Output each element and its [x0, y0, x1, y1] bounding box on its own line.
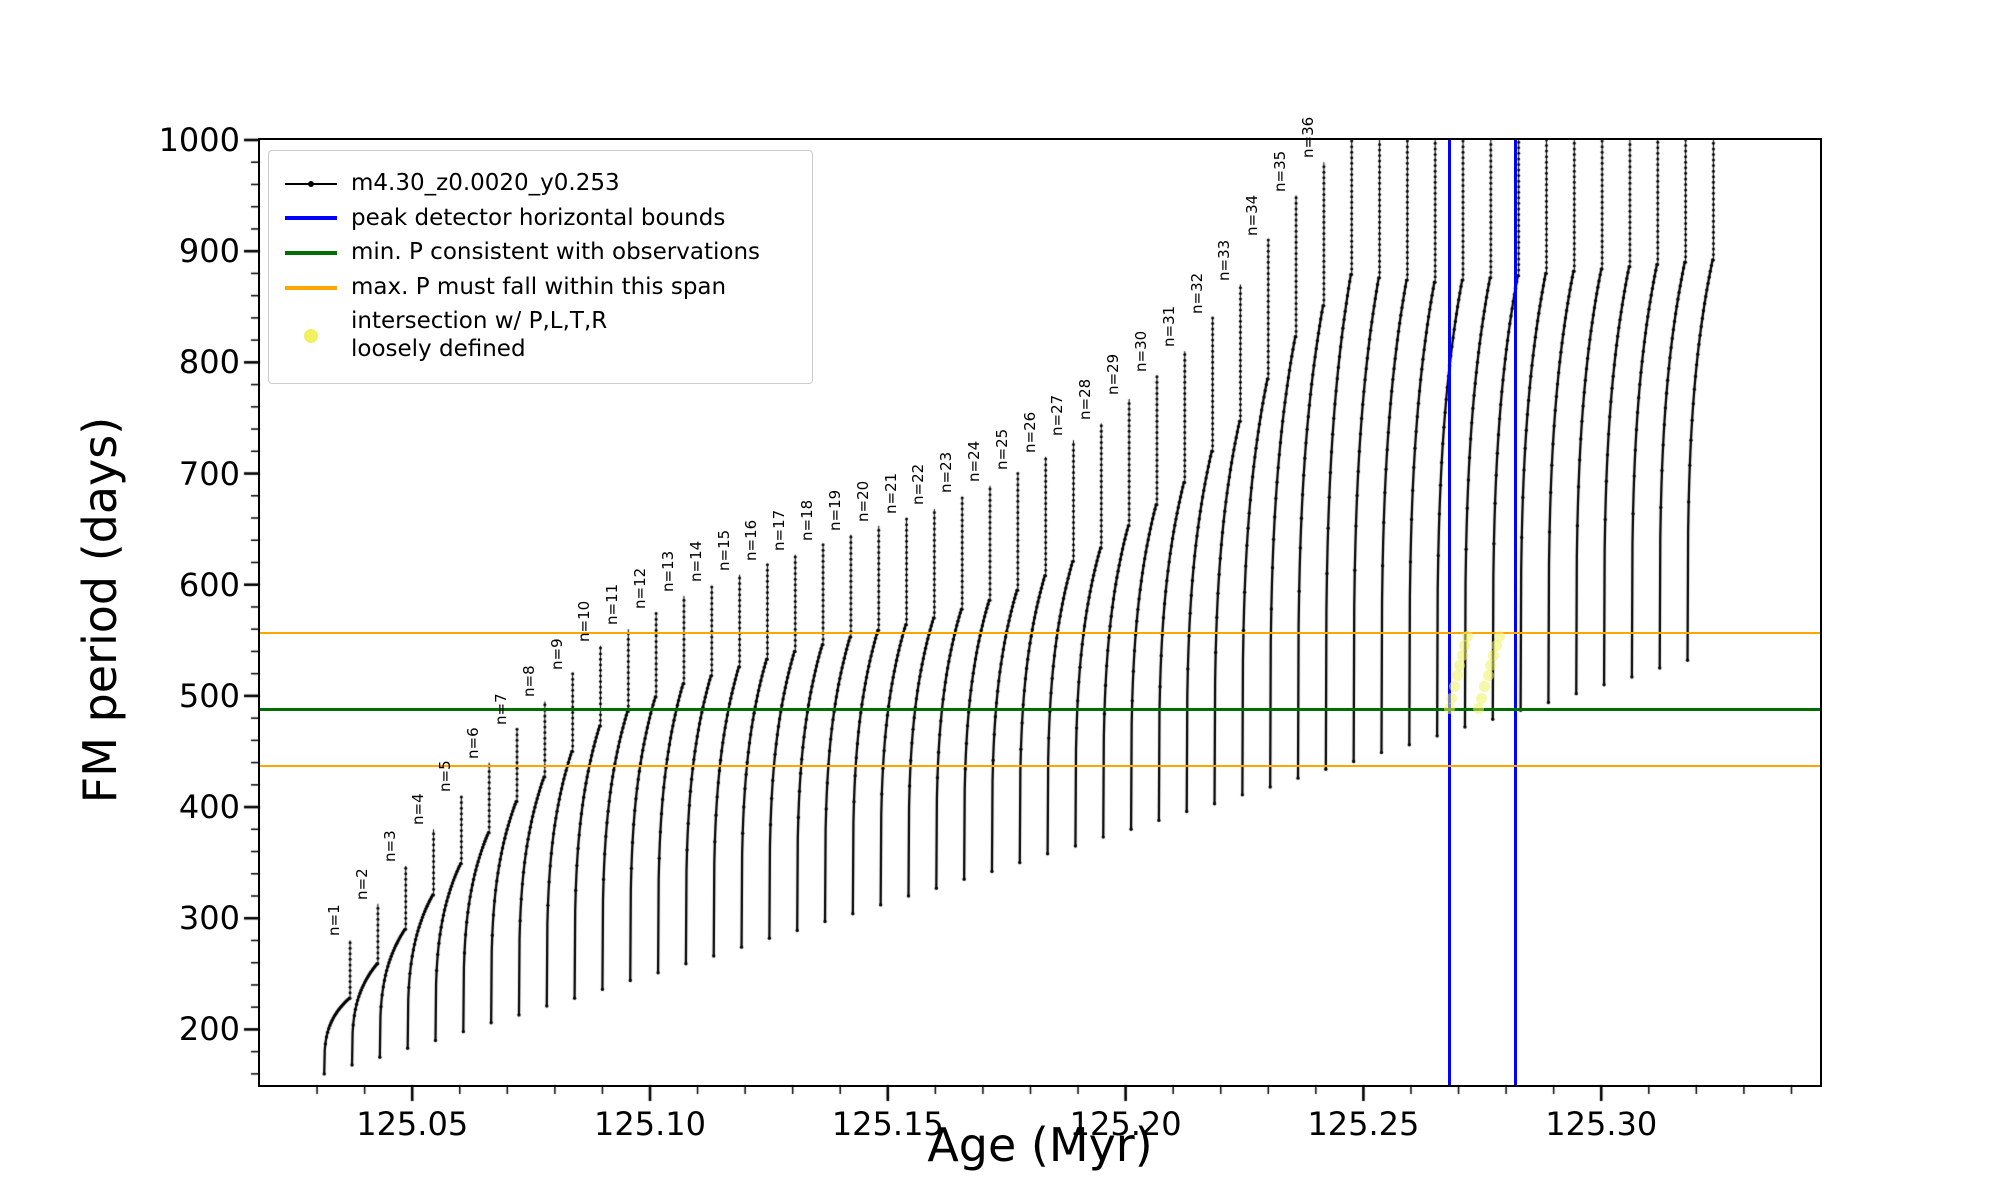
n-label-13: n=13: [658, 550, 677, 592]
n-label-22: n=22: [909, 463, 928, 506]
intersection-point: [1449, 681, 1461, 693]
green-line-swatch: [285, 240, 337, 266]
intersection-point: [1461, 631, 1473, 643]
n-label-33: n=33: [1215, 239, 1234, 281]
intersection-point: [1475, 692, 1487, 704]
x-tick-label: 125.25: [1307, 1105, 1420, 1143]
y-tick-label: 200: [178, 1010, 240, 1049]
intersection-point: [1459, 640, 1471, 652]
legend-label: intersection w/ P,L,T,R loosely defined: [351, 308, 608, 362]
intersection-point: [1452, 670, 1464, 682]
n-label-10: n=10: [575, 600, 594, 642]
intersection-point: [1488, 650, 1500, 662]
y-tick-label: 400: [178, 788, 240, 827]
x-tick-label: 125.20: [1069, 1105, 1182, 1143]
y-tick-label: 300: [178, 899, 240, 938]
n-label-24: n=24: [965, 440, 984, 482]
n-label-2: n=2: [352, 868, 371, 900]
y-tick-label: 600: [178, 565, 240, 604]
y-axis-title: FM period (days): [73, 416, 127, 804]
min-period-line: [260, 707, 1820, 711]
n-label-7: n=7: [492, 693, 511, 726]
legend-entry-peak-bounds: peak detector horizontal bounds: [285, 205, 796, 233]
n-label-11: n=11: [603, 584, 622, 626]
legend-label: min. P consistent with observations: [351, 239, 761, 266]
max-period-lower-line: [260, 764, 1820, 767]
n-label-6: n=6: [464, 726, 483, 759]
blue-line-swatch: [285, 205, 337, 231]
n-label-19: n=19: [825, 489, 844, 531]
n-label-30: n=30: [1131, 330, 1150, 372]
n-label-34: n=34: [1243, 194, 1262, 237]
n-label-18: n=18: [798, 499, 817, 541]
n-label-35: n=35: [1271, 150, 1290, 192]
n-label-25: n=25: [992, 428, 1011, 470]
n-label-20: n=20: [853, 480, 872, 522]
legend-label: m4.30_z0.0020_y0.253: [351, 170, 620, 196]
legend: m4.30_z0.0020_y0.253 peak detector horiz…: [268, 150, 813, 384]
n-label-16: n=16: [742, 519, 761, 561]
n-label-12: n=12: [631, 567, 650, 609]
x-tick-label: 125.05: [356, 1105, 469, 1143]
legend-entry-min-period: min. P consistent with observations: [285, 239, 796, 267]
orange-line-swatch: [285, 275, 337, 301]
intersection-point: [1472, 702, 1484, 714]
y-tick-label: 1000: [158, 121, 240, 159]
peak-bound-line-left: [1447, 140, 1451, 1085]
legend-entry-max-period: max. P must fall within this span: [285, 274, 796, 302]
y-tick-label: 500: [178, 676, 240, 715]
peak-bound-line-right: [1514, 140, 1518, 1085]
n-label-8: n=8: [519, 665, 538, 698]
intersection-point: [1493, 631, 1505, 643]
y-tick-label: 800: [178, 343, 240, 382]
n-label-23: n=23: [937, 451, 956, 493]
legend-entry-series: m4.30_z0.0020_y0.253: [285, 170, 796, 198]
n-label-5: n=5: [436, 760, 455, 792]
max-period-upper-line: [260, 631, 1820, 634]
n-label-1: n=1: [325, 904, 344, 937]
x-tick-label: 125.15: [831, 1105, 944, 1143]
y-tick-label: 900: [178, 232, 240, 271]
n-label-9: n=9: [547, 638, 566, 670]
intersection-point: [1485, 660, 1497, 672]
n-label-29: n=29: [1104, 353, 1123, 396]
series-line-swatch: [285, 171, 337, 197]
legend-label: max. P must fall within this span: [351, 273, 727, 300]
legend-label: peak detector horizontal bounds: [351, 204, 726, 231]
legend-entry-intersection: intersection w/ P,L,T,R loosely defined: [285, 308, 796, 363]
yellow-dot-swatch: [285, 323, 337, 349]
n-label-32: n=32: [1187, 272, 1206, 314]
intersection-point: [1446, 692, 1458, 704]
n-label-4: n=4: [408, 793, 427, 826]
intersection-point: [1491, 640, 1503, 652]
n-label-15: n=15: [714, 529, 733, 571]
n-label-26: n=26: [1020, 411, 1039, 453]
intersection-point: [1482, 670, 1494, 682]
y-tick-label: 700: [178, 454, 240, 493]
n-label-31: n=31: [1159, 306, 1178, 348]
n-label-17: n=17: [770, 509, 789, 551]
intersection-point: [1454, 660, 1466, 672]
n-label-36: n=36: [1298, 117, 1317, 159]
n-label-28: n=28: [1076, 378, 1095, 420]
axes-frame: [258, 138, 1822, 1087]
n-label-3: n=3: [380, 830, 399, 862]
n-label-21: n=21: [881, 472, 900, 514]
n-label-27: n=27: [1048, 395, 1067, 437]
x-tick-label: 125.10: [594, 1105, 706, 1143]
n-label-14: n=14: [686, 540, 705, 582]
x-axis-title: Age (Myr): [927, 1118, 1153, 1172]
intersection-point: [1443, 702, 1455, 714]
intersection-point: [1479, 681, 1491, 693]
intersection-point: [1456, 650, 1468, 662]
x-tick-label: 125.30: [1545, 1105, 1658, 1143]
